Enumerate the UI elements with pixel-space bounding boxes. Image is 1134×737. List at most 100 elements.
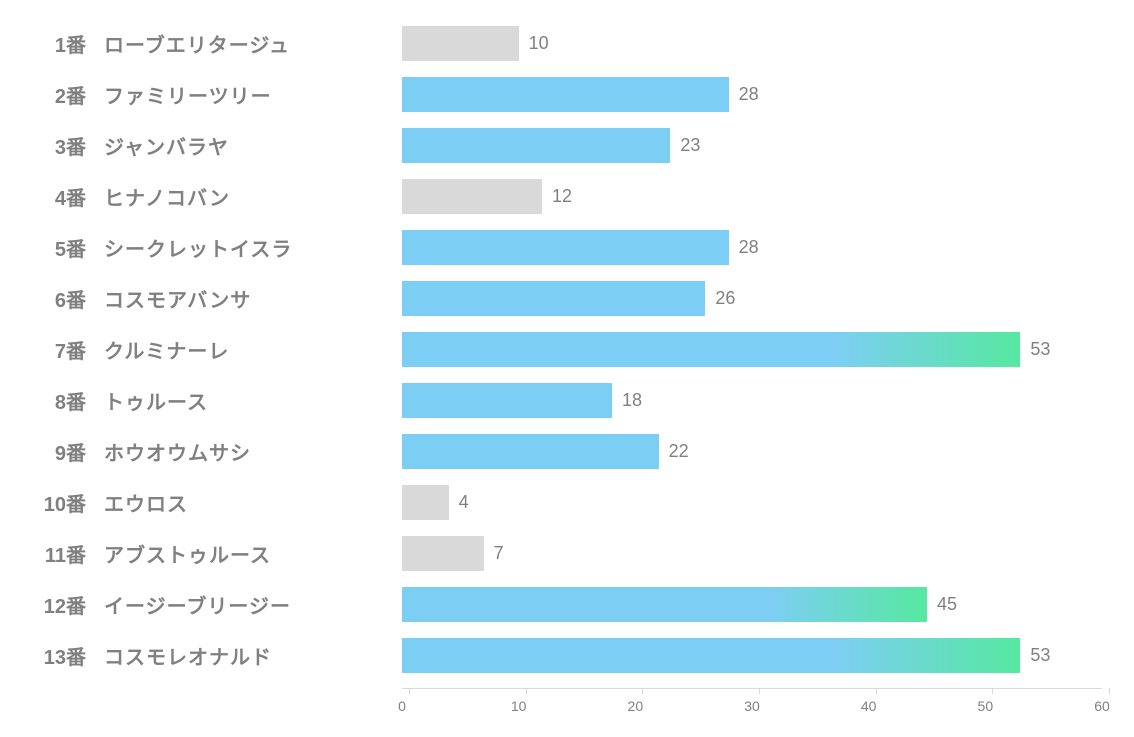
x-tick: 30	[752, 688, 767, 714]
row-name: ファミリーツリー	[98, 80, 402, 109]
bar	[402, 638, 1020, 673]
bar-value-label: 10	[529, 33, 549, 54]
bar-value-label: 7	[494, 543, 504, 564]
bar-area: 45	[402, 579, 1102, 630]
row-number: 10番	[0, 488, 98, 517]
x-tick: 40	[869, 688, 884, 714]
row-number: 5番	[0, 233, 98, 262]
bar-value-label: 4	[459, 492, 469, 513]
chart-row: 12番イージーブリージー 45	[0, 579, 1134, 630]
tick-label: 60	[1087, 698, 1117, 714]
bar	[402, 281, 705, 316]
tick-label: 10	[504, 698, 534, 714]
bar	[402, 332, 1020, 367]
bar-area: 7	[402, 528, 1102, 579]
row-name: ジャンバラヤ	[98, 131, 402, 160]
chart-row: 5番シークレットイスラ 28	[0, 222, 1134, 273]
x-tick: 50	[985, 688, 1000, 714]
chart-row: 11番アブストゥルース 7	[0, 528, 1134, 579]
row-name: コスモアバンサ	[98, 284, 402, 313]
row-number: 7番	[0, 335, 98, 364]
bar	[402, 383, 612, 418]
row-number: 6番	[0, 284, 98, 313]
bar-area: 12	[402, 171, 1102, 222]
x-tick: 60	[1102, 688, 1117, 714]
tick-mark	[759, 688, 760, 694]
bar-value-label: 23	[680, 135, 700, 156]
bar-value-label: 22	[669, 441, 689, 462]
bar	[402, 179, 542, 214]
row-name: アブストゥルース	[98, 539, 402, 568]
chart-row: 13番コスモレオナルド 53	[0, 630, 1134, 681]
bar-area: 23	[402, 120, 1102, 171]
row-number: 1番	[0, 29, 98, 58]
tick-label: 20	[620, 698, 650, 714]
row-name: ホウオウムサシ	[98, 437, 402, 466]
row-number: 4番	[0, 182, 98, 211]
bar	[402, 587, 927, 622]
x-tick: 20	[635, 688, 650, 714]
tick-mark	[526, 688, 527, 694]
row-name: シークレットイスラ	[98, 233, 402, 262]
bar-area: 53	[402, 324, 1102, 375]
x-tick: 0	[402, 688, 417, 714]
chart-row: 8番トゥルース18	[0, 375, 1134, 426]
bar-value-label: 45	[937, 594, 957, 615]
row-number: 9番	[0, 437, 98, 466]
bar-value-label: 53	[1030, 645, 1050, 666]
bar-area: 22	[402, 426, 1102, 477]
tick-label: 30	[737, 698, 767, 714]
chart-row: 9番ホウオウムサシ 22	[0, 426, 1134, 477]
tick-mark	[876, 688, 877, 694]
bar-area: 28	[402, 222, 1102, 273]
row-name: エウロス	[98, 488, 402, 517]
bar-value-label: 12	[552, 186, 572, 207]
row-name: ローブエリタージュ	[98, 29, 402, 58]
chart-row: 2番ファミリーツリー 28	[0, 69, 1134, 120]
x-tick: 10	[519, 688, 534, 714]
row-number: 12番	[0, 590, 98, 619]
tick-label: 0	[387, 698, 417, 714]
bar-value-label: 28	[739, 237, 759, 258]
bar	[402, 485, 449, 520]
bar-area: 28	[402, 69, 1102, 120]
chart-row: 4番ヒナノコバン 12	[0, 171, 1134, 222]
tick-label: 40	[854, 698, 884, 714]
row-number: 13番	[0, 641, 98, 670]
chart-row: 1番ローブエリタージュ 10	[0, 18, 1134, 69]
row-number: 11番	[0, 539, 98, 568]
bar	[402, 26, 519, 61]
row-name: ヒナノコバン	[98, 182, 402, 211]
bar	[402, 434, 659, 469]
chart-row: 6番コスモアバンサ 26	[0, 273, 1134, 324]
tick-mark	[642, 688, 643, 694]
bar	[402, 230, 729, 265]
row-name: コスモレオナルド	[98, 641, 402, 670]
chart-row: 10番エウロス 4	[0, 477, 1134, 528]
row-number: 3番	[0, 131, 98, 160]
bar-area: 18	[402, 375, 1102, 426]
bar-value-label: 53	[1030, 339, 1050, 360]
bar-area: 4	[402, 477, 1102, 528]
bar-area: 10	[402, 18, 1102, 69]
tick-label: 50	[970, 698, 1000, 714]
bar-value-label: 26	[715, 288, 735, 309]
row-name: クルミナーレ	[98, 335, 402, 364]
bar-area: 53	[402, 630, 1102, 681]
tick-mark	[409, 688, 410, 694]
tick-mark	[992, 688, 993, 694]
bar	[402, 536, 484, 571]
horse-bar-chart: 1番ローブエリタージュ 10 2番ファミリーツリー 28 3番ジャンバラヤ 23 4番ヒナノ…	[0, 0, 1134, 737]
tick-mark	[1109, 688, 1110, 694]
bar-value-label: 18	[622, 390, 642, 411]
row-name: イージーブリージー	[98, 590, 402, 619]
chart-row: 3番ジャンバラヤ 23	[0, 120, 1134, 171]
bar-value-label: 28	[739, 84, 759, 105]
row-number: 8番	[0, 386, 98, 415]
bar-area: 26	[402, 273, 1102, 324]
row-number: 2番	[0, 80, 98, 109]
bar	[402, 128, 670, 163]
chart-rows: 1番ローブエリタージュ 10 2番ファミリーツリー 28 3番ジャンバラヤ 23 4番ヒナノ…	[0, 18, 1134, 681]
chart-row: 7番クルミナーレ 53	[0, 324, 1134, 375]
bar	[402, 77, 729, 112]
